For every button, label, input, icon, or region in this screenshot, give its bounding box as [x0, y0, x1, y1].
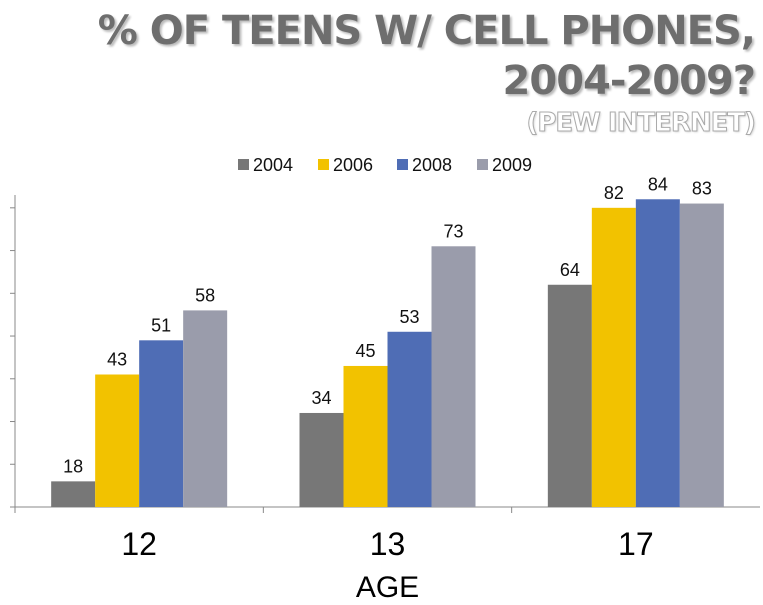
- legend-label-2008: 2008: [412, 155, 452, 175]
- legend-label-2004: 2004: [253, 155, 293, 175]
- bar-2008-17: [635, 199, 680, 507]
- data-label: 34: [311, 388, 331, 408]
- chart-title-line2: 2004-2009?: [502, 58, 756, 104]
- bar-2006-17: [591, 207, 636, 508]
- legend-label-2009: 2009: [492, 155, 532, 175]
- data-label: 43: [107, 350, 127, 370]
- data-label: 73: [443, 221, 463, 241]
- bar-2006-12: [95, 374, 140, 507]
- data-label: 83: [692, 179, 712, 199]
- bar-2004-13: [299, 412, 344, 507]
- data-label: 51: [151, 315, 171, 335]
- data-label: 64: [560, 260, 580, 280]
- legend-swatch-2008: [397, 159, 408, 170]
- chart-subtitle: (PEW INTERNET): [526, 108, 757, 139]
- bar-2008-13: [387, 331, 432, 507]
- data-label: 58: [195, 285, 215, 305]
- bar-2004-12: [51, 481, 96, 507]
- data-label: 53: [399, 307, 419, 327]
- x-tick-label: 13: [370, 526, 406, 562]
- x-axis-label: AGE: [356, 571, 419, 604]
- x-tick-label: 12: [121, 526, 157, 562]
- chart-title-line1: % OF TEENS W/ CELL PHONES,: [97, 8, 756, 54]
- bar-2008-12: [139, 340, 184, 507]
- data-label: 82: [604, 183, 624, 203]
- bar-2009-13: [431, 246, 476, 508]
- legend-swatch-2006: [318, 159, 329, 170]
- legend-label-2006: 2006: [333, 155, 373, 175]
- x-tick-label: 17: [618, 526, 654, 562]
- bar-2009-12: [183, 310, 228, 507]
- data-label: 84: [648, 174, 668, 194]
- data-label: 18: [63, 456, 83, 476]
- data-label: 45: [355, 341, 375, 361]
- bar-2004-17: [547, 284, 592, 507]
- legend-swatch-2009: [477, 159, 488, 170]
- bar-2009-17: [679, 203, 724, 507]
- bar-2006-13: [343, 365, 388, 507]
- legend-swatch-2004: [238, 159, 249, 170]
